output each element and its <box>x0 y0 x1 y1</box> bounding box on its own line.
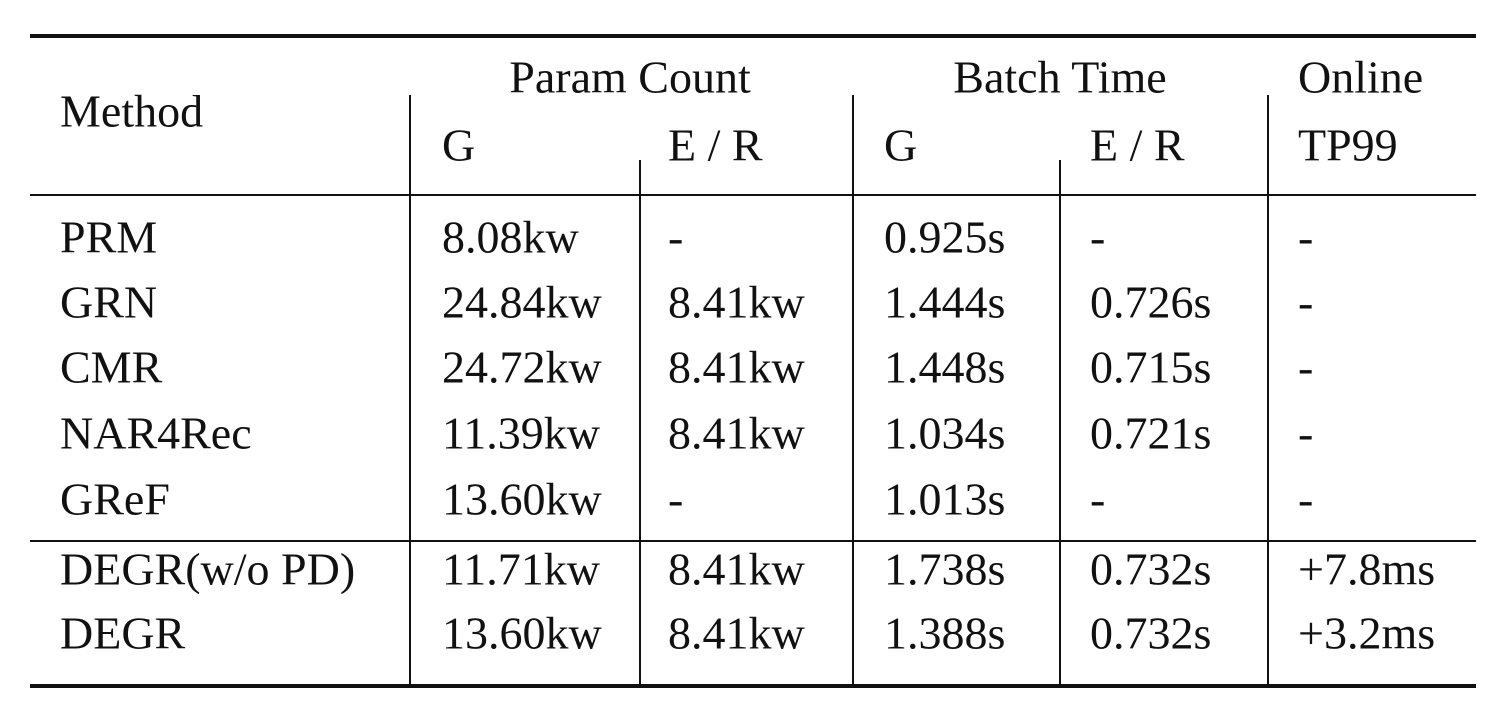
cell: 1.444s <box>884 277 1005 328</box>
cell: 8.41kw <box>668 608 806 659</box>
method-name: PRM <box>60 212 157 263</box>
cell: 8.41kw <box>668 408 806 459</box>
cell: - <box>1298 474 1313 525</box>
cell: 11.39kw <box>442 408 601 459</box>
subheader: TP99 <box>1298 120 1398 171</box>
cell: 0.715s <box>1090 342 1211 393</box>
cell: 8.41kw <box>668 544 806 595</box>
subheader: G <box>442 120 475 171</box>
cell: 24.72kw <box>442 342 603 393</box>
method-name: GRN <box>60 277 157 328</box>
cell: - <box>668 474 683 525</box>
cell: 8.41kw <box>668 277 806 328</box>
cell: - <box>1090 474 1105 525</box>
cell: 0.925s <box>884 212 1005 263</box>
method-name: GReF <box>60 474 170 525</box>
cell: 13.60kw <box>442 474 603 525</box>
subheader: E / R <box>1090 120 1185 171</box>
cell: - <box>1298 342 1313 393</box>
cell: 24.84kw <box>442 277 603 328</box>
method-name: NAR4Rec <box>60 408 252 459</box>
cell: - <box>1298 212 1313 263</box>
method-name: DEGR(w/o PD) <box>60 544 355 595</box>
cell: 1.448s <box>884 342 1005 393</box>
cell: - <box>1298 277 1313 328</box>
cell: - <box>668 212 683 263</box>
group-header: Batch Time <box>953 52 1166 103</box>
method-header: Method <box>60 86 203 137</box>
cell: - <box>1090 212 1105 263</box>
cell: 0.721s <box>1090 408 1211 459</box>
group-header: Online <box>1298 52 1423 103</box>
cell: 11.71kw <box>442 544 601 595</box>
group-header: Param Count <box>509 52 751 103</box>
cell: 0.732s <box>1090 544 1211 595</box>
cell: 1.738s <box>884 544 1005 595</box>
cell: +7.8ms <box>1298 544 1435 595</box>
cell: 1.034s <box>884 408 1005 459</box>
subheader: G <box>884 120 917 171</box>
cell: 1.388s <box>884 608 1005 659</box>
cell: 1.013s <box>884 474 1005 525</box>
cell: +3.2ms <box>1298 608 1435 659</box>
method-name: CMR <box>60 342 163 393</box>
cell: 8.41kw <box>668 342 806 393</box>
cell: - <box>1298 408 1313 459</box>
cell: 8.08kw <box>442 212 580 263</box>
cell: 0.726s <box>1090 277 1211 328</box>
subheader: E / R <box>668 120 763 171</box>
method-name: DEGR <box>60 608 186 659</box>
cell: 0.732s <box>1090 608 1211 659</box>
cell: 13.60kw <box>442 608 603 659</box>
